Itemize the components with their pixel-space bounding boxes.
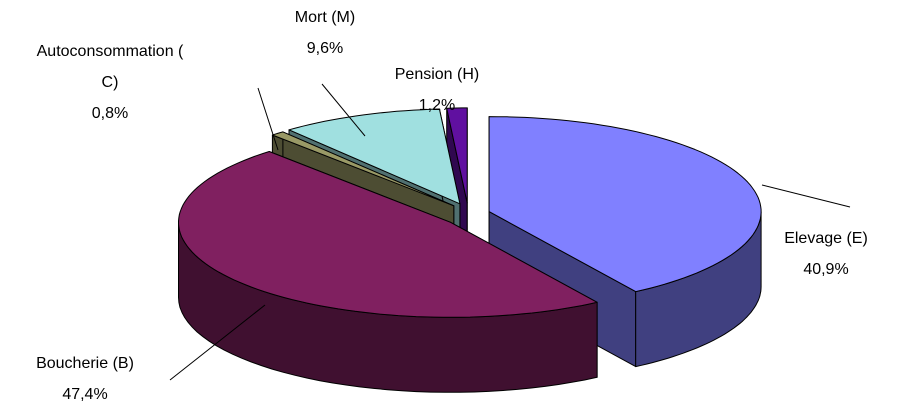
value-label: 47,4% xyxy=(62,386,108,403)
slice-top xyxy=(288,108,461,205)
slice-top xyxy=(271,131,455,207)
value-label: 9,6% xyxy=(306,40,344,57)
category-label: Elevage (E) xyxy=(784,230,868,247)
slice-label: Elevage (E) 40,9% xyxy=(756,223,896,285)
value-label: 40,9% xyxy=(803,261,849,278)
leader-line xyxy=(321,83,366,137)
slice-label: Mort (M) 9,6% xyxy=(265,2,385,64)
category-label: Autoconsommation ( C) xyxy=(36,43,184,91)
slice-label: Pension (H) 1,2% xyxy=(377,59,497,121)
slice-top xyxy=(178,151,598,318)
leader-line xyxy=(761,184,851,208)
leader-line xyxy=(169,304,266,381)
slice-label: Autoconsommation ( C) 0,8% xyxy=(30,36,190,129)
value-label: 1,2% xyxy=(418,97,456,114)
category-label: Mort (M) xyxy=(294,9,356,26)
slice-top xyxy=(488,116,762,293)
slice-top xyxy=(446,107,468,204)
category-label: Pension (H) xyxy=(394,66,480,83)
category-label: Boucherie (B) xyxy=(36,355,134,372)
leader-line xyxy=(257,87,279,151)
value-label: 0,8% xyxy=(91,105,129,122)
slice-label: Boucherie (B) 47,4% xyxy=(15,348,155,410)
